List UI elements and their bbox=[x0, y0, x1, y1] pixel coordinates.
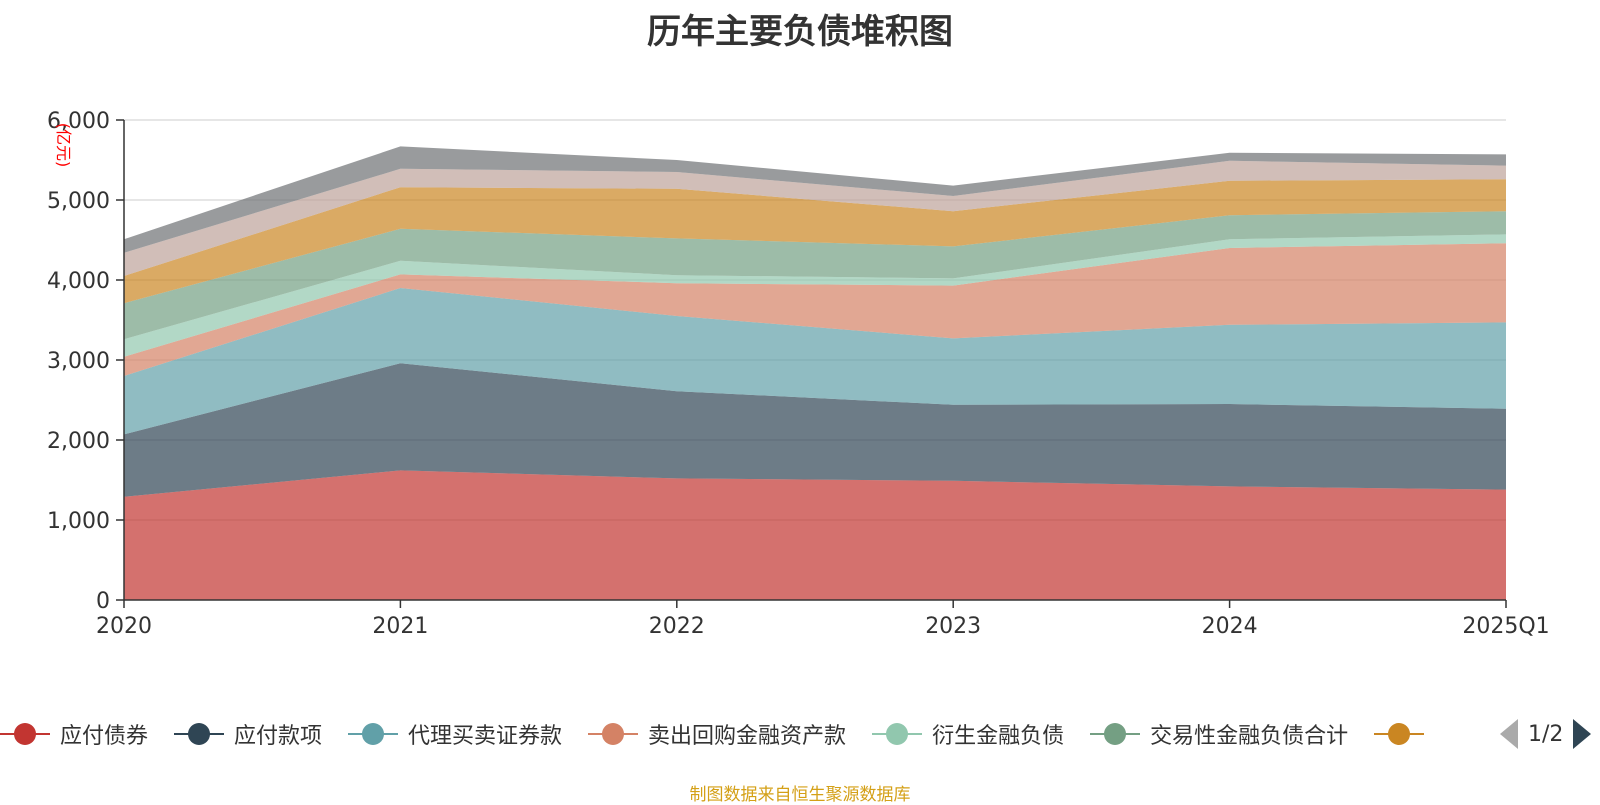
area-series-band bbox=[124, 470, 1506, 600]
legend-marker-icon bbox=[872, 720, 923, 748]
x-tick-label: 2020 bbox=[96, 614, 152, 639]
legend-label: 衍生金融负债 bbox=[932, 724, 1065, 749]
area-series-band bbox=[124, 288, 1506, 435]
y-tick-label: 3,000 bbox=[47, 349, 110, 374]
stacked-area-chart: 0 1,000 2,000 3,000 4,000 5,000 6,000 2020 2021 2… bbox=[47, 109, 1550, 639]
legend-item[interactable]: 交易性金融负债合计 bbox=[1090, 718, 1348, 750]
y-tick-label: 1,000 bbox=[47, 509, 110, 534]
legend-marker-icon bbox=[588, 720, 639, 748]
legend-marker-icon bbox=[348, 720, 399, 748]
x-tick-label: 2025Q1 bbox=[1462, 614, 1549, 639]
legend-marker-icon bbox=[0, 720, 50, 748]
legend-label: 卖出回购金融资产款 bbox=[648, 724, 847, 749]
chart-title: 历年主要负债堆积图 bbox=[647, 12, 953, 52]
legend-item[interactable] bbox=[1374, 718, 1434, 750]
legend-next-page-arrow-icon[interactable] bbox=[1573, 719, 1592, 749]
y-tick-label: 4,000 bbox=[47, 269, 110, 294]
area-series bbox=[124, 146, 1506, 600]
legend-item[interactable]: 衍生金融负债 bbox=[872, 718, 1064, 750]
legend-item[interactable]: 应付债券 bbox=[0, 718, 148, 750]
x-tick-label: 2024 bbox=[1202, 614, 1258, 639]
area-series-band bbox=[124, 234, 1506, 357]
x-tick-label: 2023 bbox=[925, 614, 981, 639]
legend-prev-page-arrow-icon[interactable] bbox=[1500, 719, 1518, 749]
area-series-band bbox=[124, 146, 1506, 253]
legend-marker-icon bbox=[174, 720, 225, 748]
area-series-band bbox=[124, 211, 1506, 340]
area-series-band bbox=[124, 179, 1506, 304]
legend-pager: 1/2 bbox=[1500, 718, 1592, 750]
legend-item[interactable]: 代理买卖证券款 bbox=[348, 718, 562, 750]
y-tick-label: 0 bbox=[96, 589, 110, 614]
legend-marker-icon bbox=[1090, 720, 1141, 748]
data-source-footer: 制图数据来自恒生聚源数据库 bbox=[689, 785, 911, 805]
legend-label: 代理买卖证券款 bbox=[408, 724, 563, 749]
area-series-band bbox=[124, 243, 1506, 376]
legend-item[interactable]: 应付款项 bbox=[174, 718, 322, 750]
legend-label: 应付债券 bbox=[60, 724, 149, 749]
y-axis-unit-label: (亿元) bbox=[54, 123, 73, 168]
x-tick-label: 2021 bbox=[372, 614, 428, 639]
y-tick-label: 2,000 bbox=[47, 429, 110, 454]
y-tick-label: 6,000 bbox=[47, 109, 110, 134]
y-tick-label: 5,000 bbox=[47, 189, 110, 214]
area-series-band bbox=[124, 363, 1506, 497]
legend-label: 应付款项 bbox=[234, 724, 323, 749]
x-tick-label: 2022 bbox=[649, 614, 705, 639]
area-series-band bbox=[124, 160, 1506, 276]
axes: 0 1,000 2,000 3,000 4,000 5,000 6,000 2020 2021 2… bbox=[47, 109, 1550, 639]
legend-item[interactable]: 卖出回购金融资产款 bbox=[588, 718, 846, 750]
legend-marker-icon bbox=[1374, 720, 1425, 748]
legend-page-indicator: 1/2 bbox=[1528, 721, 1564, 747]
legend-label: 交易性金融负债合计 bbox=[1150, 724, 1349, 749]
